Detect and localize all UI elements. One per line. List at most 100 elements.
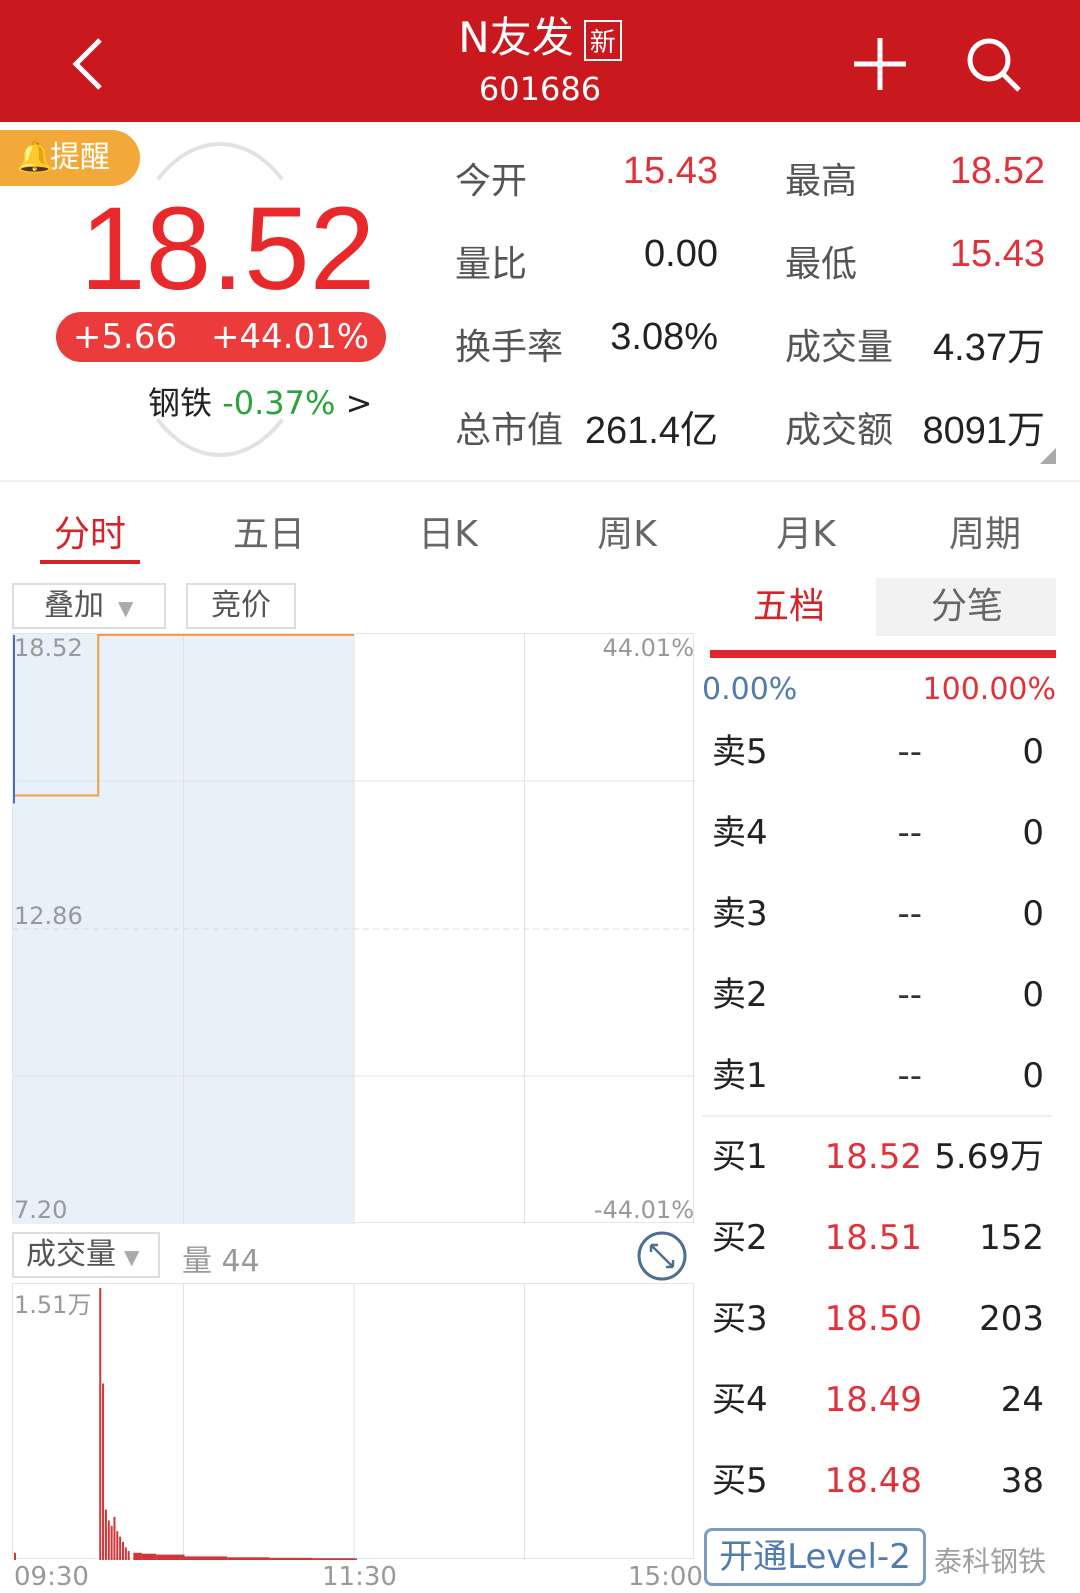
expand-corner-icon[interactable] bbox=[1040, 448, 1056, 464]
sector-change: -0.37% bbox=[222, 384, 336, 422]
level-label: 买4 bbox=[712, 1380, 768, 1420]
dropdown-icon: ▼ bbox=[118, 596, 134, 620]
y-tick-pct-low: -44.01% bbox=[593, 1196, 694, 1224]
overlay-label: 叠加 bbox=[44, 588, 104, 623]
orderbook-tabs: 五档 分笔 bbox=[702, 578, 1056, 636]
level-label: 卖5 bbox=[712, 732, 768, 772]
divider bbox=[702, 1115, 1052, 1117]
level-price: -- bbox=[897, 975, 922, 1015]
level2-button[interactable]: 开通Level-2 bbox=[704, 1528, 926, 1586]
level-label: 卖4 bbox=[712, 813, 768, 853]
price-arc bbox=[120, 142, 320, 457]
level-price: -- bbox=[897, 813, 922, 853]
search-icon[interactable] bbox=[965, 36, 1023, 96]
tab-1[interactable]: 五日 bbox=[232, 514, 305, 555]
stat-label: 今开 bbox=[455, 161, 528, 202]
x-tick-open: 09:30 bbox=[14, 1562, 89, 1592]
level-price: 18.48 bbox=[824, 1461, 922, 1501]
stat-value: 15.43 bbox=[949, 233, 1045, 275]
tab-0[interactable]: 分时 bbox=[53, 514, 126, 555]
stat-label: 成交额 bbox=[785, 410, 894, 451]
level-price: 18.51 bbox=[824, 1218, 922, 1258]
volume-bar bbox=[107, 1520, 110, 1560]
orderbook-row: 买3 18.50 203 bbox=[712, 1279, 1052, 1359]
x-tick-close: 15:00 bbox=[628, 1562, 703, 1592]
level-label: 卖2 bbox=[712, 975, 768, 1015]
volume-bar bbox=[113, 1516, 116, 1560]
level-price: -- bbox=[897, 732, 922, 772]
volume-bar bbox=[227, 1557, 270, 1560]
sector-link[interactable]: 钢铁 -0.37% > bbox=[148, 378, 372, 424]
back-icon[interactable] bbox=[70, 36, 106, 92]
active-tab-indicator bbox=[40, 560, 140, 564]
remind-button[interactable]: 🔔 提醒 bbox=[0, 130, 140, 186]
current-price: 18.52 bbox=[80, 183, 376, 315]
orderbook-row: 卖5 -- 0 bbox=[712, 712, 1052, 792]
volume-bar bbox=[102, 1383, 105, 1560]
y-tick-mid: 12.86 bbox=[14, 902, 83, 930]
stat-label: 量比 bbox=[455, 244, 528, 285]
volume-chart[interactable] bbox=[12, 1283, 694, 1560]
divider bbox=[0, 480, 1080, 482]
volume-bar bbox=[355, 1558, 357, 1560]
volume-bar bbox=[269, 1557, 313, 1560]
level-label: 卖3 bbox=[712, 894, 768, 934]
price-line bbox=[13, 634, 354, 797]
tab-3[interactable]: 周K bbox=[597, 514, 657, 555]
stat-label: 最低 bbox=[785, 244, 858, 285]
volume-bar bbox=[127, 1550, 130, 1560]
change-pill: +5.66 +44.01% bbox=[56, 312, 386, 362]
stat-label: 成交量 bbox=[785, 327, 894, 368]
fullscreen-icon[interactable] bbox=[636, 1230, 688, 1282]
stock-name: N友发 bbox=[458, 13, 574, 62]
stat-value: 4.37万 bbox=[933, 327, 1045, 369]
level-label: 卖1 bbox=[712, 1056, 768, 1096]
add-icon[interactable] bbox=[852, 36, 908, 92]
bell-icon: 🔔 bbox=[16, 140, 54, 175]
level-volume: 0 bbox=[1022, 894, 1044, 934]
level-label: 买2 bbox=[712, 1218, 768, 1258]
chevron-right-icon: > bbox=[345, 384, 373, 422]
tab-ticks[interactable]: 分笔 bbox=[930, 586, 1003, 627]
volume-select[interactable]: 成交量 ▼ bbox=[12, 1232, 160, 1278]
level-label: 买5 bbox=[712, 1461, 768, 1501]
tab-five-levels[interactable]: 五档 bbox=[702, 578, 876, 636]
y-tick-high: 18.52 bbox=[14, 634, 83, 662]
new-badge: 新 bbox=[583, 20, 622, 61]
stat-value: 3.08% bbox=[610, 316, 718, 358]
tab-2[interactable]: 日K bbox=[418, 514, 478, 555]
level-price: 18.52 bbox=[824, 1137, 922, 1177]
volume-bar bbox=[312, 1558, 355, 1560]
y-tick-pct-high: 44.01% bbox=[602, 634, 694, 662]
volume-bar bbox=[119, 1536, 122, 1560]
volume-bar bbox=[133, 1552, 142, 1560]
volume-readout: 量 44 bbox=[182, 1244, 260, 1279]
orderbook-row: 买5 18.48 38 bbox=[712, 1441, 1052, 1521]
level-label: 买3 bbox=[712, 1299, 768, 1339]
stat-label: 总市值 bbox=[455, 410, 564, 451]
tab-4[interactable]: 月K bbox=[776, 514, 836, 555]
tab-5[interactable]: 周期 bbox=[948, 514, 1021, 555]
volume-bar bbox=[104, 1509, 107, 1560]
y-tick-low: 7.20 bbox=[14, 1196, 68, 1224]
remind-label: 提醒 bbox=[50, 140, 110, 175]
watermark: 泰科钢铁 bbox=[934, 1545, 1047, 1578]
volume-bar bbox=[110, 1525, 113, 1560]
change-value: +5.66 bbox=[72, 317, 178, 357]
level-volume: 203 bbox=[979, 1299, 1044, 1339]
level-price: -- bbox=[897, 1056, 922, 1096]
auction-button[interactable]: 竞价 bbox=[186, 583, 296, 629]
level-volume: 0 bbox=[1022, 975, 1044, 1015]
volume-select-label: 成交量 bbox=[26, 1237, 116, 1272]
price-chart[interactable] bbox=[12, 633, 695, 1224]
volume-max-label: 1.51万 bbox=[14, 1291, 92, 1319]
volume-bar bbox=[156, 1554, 185, 1560]
stat-value: 8091万 bbox=[922, 410, 1045, 452]
level-price: 18.49 bbox=[824, 1380, 922, 1420]
overlay-select[interactable]: 叠加 ▼ bbox=[12, 583, 166, 629]
orderbook-row: 卖2 -- 0 bbox=[712, 955, 1052, 1035]
header-bar: N友发新 601686 bbox=[0, 0, 1080, 122]
buy-ratio: 100.00% bbox=[922, 672, 1056, 707]
level-price: 18.50 bbox=[824, 1299, 922, 1339]
stat-value: 15.43 bbox=[622, 150, 718, 192]
